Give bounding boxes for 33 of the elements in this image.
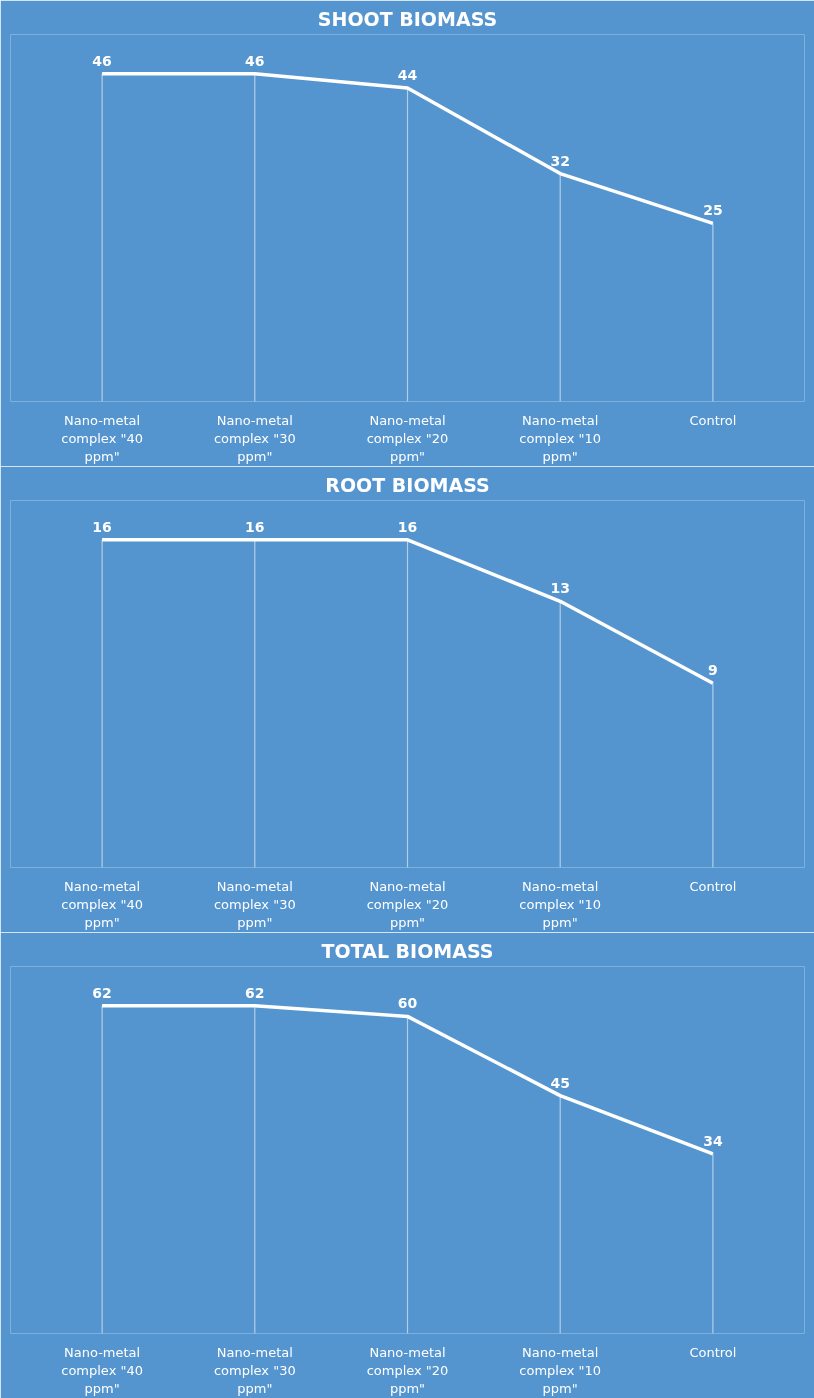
- x-tick-label: Nano-metal complex "10 ppm": [519, 412, 602, 464]
- data-label: 45: [550, 1074, 570, 1091]
- x-tick-label: Nano-metal complex "40 ppm": [61, 1344, 143, 1396]
- x-tick-label: Control: [689, 412, 737, 428]
- chart-title: ROOT BIOMASS: [325, 473, 490, 496]
- chart-title: TOTAL BIOMASS: [321, 939, 494, 962]
- x-tick-label: Nano-metal complex "10 ppm": [519, 878, 602, 930]
- data-label: 62: [245, 984, 265, 1001]
- data-label: 32: [550, 152, 570, 169]
- x-tick-label: Nano-metal complex "20 ppm": [366, 878, 449, 930]
- data-label: 9: [708, 662, 718, 679]
- x-tick-label: Nano-metal complex "20 ppm": [366, 1344, 449, 1396]
- data-label: 60: [397, 995, 418, 1012]
- x-tick-label: Nano-metal complex "30 ppm": [213, 412, 296, 464]
- data-label: 46: [245, 52, 265, 69]
- data-label: 16: [245, 518, 265, 535]
- x-tick-label: Nano-metal complex "10 ppm": [519, 1344, 602, 1396]
- x-tick-label: Nano-metal complex "30 ppm": [213, 878, 296, 930]
- data-label: 62: [92, 984, 112, 1001]
- chart-title: SHOOT BIOMASS: [317, 7, 498, 30]
- data-label: 25: [703, 202, 723, 219]
- data-label: 16: [92, 518, 112, 535]
- data-label: 34: [703, 1132, 723, 1149]
- data-label: 13: [550, 580, 570, 597]
- data-label: 44: [397, 67, 418, 84]
- x-tick-label: Control: [689, 1344, 737, 1360]
- x-tick-label: Nano-metal complex "40 ppm": [61, 878, 143, 930]
- data-label: 46: [92, 52, 112, 69]
- data-label: 16: [397, 518, 418, 535]
- x-tick-label: Control: [689, 878, 737, 894]
- x-tick-label: Nano-metal complex "30 ppm": [213, 1344, 296, 1396]
- x-tick-label: Nano-metal complex "20 ppm": [366, 412, 449, 464]
- x-tick-label: Nano-metal complex "40 ppm": [61, 412, 143, 464]
